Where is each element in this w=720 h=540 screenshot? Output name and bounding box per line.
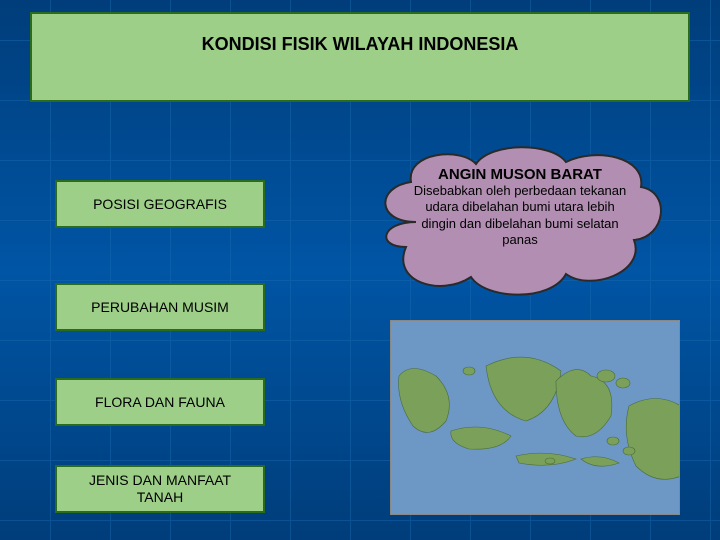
- nav-item-3[interactable]: JENIS DAN MANFAAT TANAH: [55, 465, 265, 513]
- page-title: KONDISI FISIK WILAYAH INDONESIA: [202, 34, 519, 55]
- nav-item-label: PERUBAHAN MUSIM: [91, 299, 229, 316]
- cloud-title: ANGIN MUSON BARAT: [438, 166, 602, 183]
- cloud-body: Disebabkan oleh perbedaan tekanan udara …: [408, 183, 632, 248]
- title-box: KONDISI FISIK WILAYAH INDONESIA: [30, 12, 690, 102]
- nav-item-2[interactable]: FLORA DAN FAUNA: [55, 378, 265, 426]
- map-svg: [391, 321, 680, 515]
- info-cloud: ANGIN MUSON BARAT Disebabkan oleh perbed…: [380, 160, 660, 290]
- nav-item-label: JENIS DAN MANFAAT TANAH: [65, 472, 255, 506]
- nav-item-label: FLORA DAN FAUNA: [95, 394, 225, 411]
- indonesia-map: [390, 320, 680, 515]
- nav-item-0[interactable]: POSISI GEOGRAFIS: [55, 180, 265, 228]
- nav-item-label: POSISI GEOGRAFIS: [93, 196, 227, 213]
- nav-item-1[interactable]: PERUBAHAN MUSIM: [55, 283, 265, 331]
